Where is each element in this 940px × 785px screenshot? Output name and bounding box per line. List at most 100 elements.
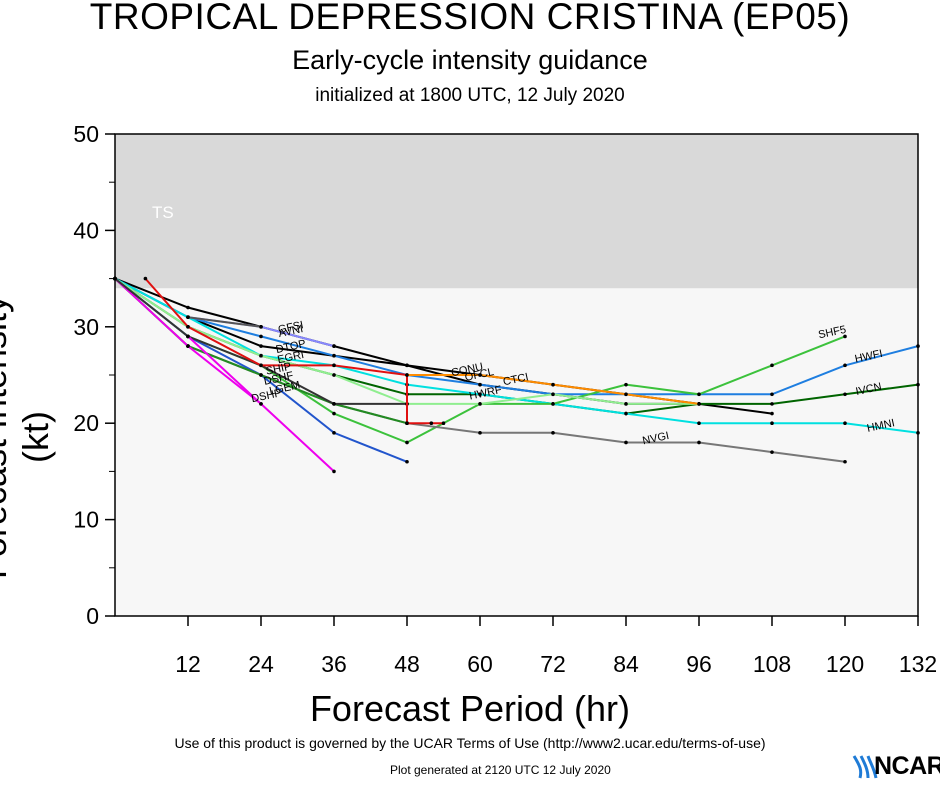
series-point-shf5 (332, 411, 336, 416)
series-point-nvgi (478, 431, 482, 435)
x-tick-label: 96 (686, 651, 712, 677)
series-line-gfsi (187, 316, 262, 328)
series-point-hwrf (259, 353, 263, 358)
series-point-nvgi (843, 459, 847, 464)
ncar-logo-mark (852, 755, 878, 779)
x-tick-label: 72 (540, 651, 566, 677)
y-axis-label: Forecast Intensity (kt) (0, 294, 56, 580)
series-label-ship: SHIP (265, 361, 293, 378)
y-tick-label: 10 (73, 507, 99, 533)
series-point-hwfi (478, 382, 482, 387)
x-tick-label: 36 (321, 651, 347, 677)
series-point-hwrf (332, 373, 336, 377)
series-point-egri (441, 421, 446, 426)
series-point-nvgi (551, 431, 555, 435)
x-tick-label: 84 (613, 651, 639, 677)
series-point-egri (332, 363, 336, 368)
x-tick-label: 24 (248, 651, 274, 677)
y-tick-label: 50 (73, 121, 99, 147)
series-point-hwfi (259, 334, 263, 339)
series-point-hwfi (843, 363, 847, 368)
series-point-egri (429, 421, 434, 426)
series-point-avni (332, 344, 336, 348)
series-label-ivcn: IVCN (855, 381, 883, 398)
x-tick-label: 108 (753, 651, 791, 677)
series-point-lgem (405, 459, 409, 464)
chart-initialized: initialized at 1800 UTC, 12 July 2020 (315, 85, 625, 106)
y-tick-label: 40 (73, 217, 99, 243)
series-point-hwrf (551, 392, 555, 397)
series-label-avni: AVNI (277, 323, 304, 340)
series-point-ctci (551, 382, 555, 387)
series-point-hwfi (332, 353, 336, 358)
series-point-hmni (697, 421, 701, 426)
series-point-shf5 (405, 440, 409, 445)
ts-band (115, 134, 918, 289)
series-point-hwrf (624, 402, 628, 406)
series-point-ctci (405, 373, 409, 377)
series-point-hwfi (770, 392, 774, 397)
ncar-logo: NCAR (848, 752, 940, 780)
series-line-egri (144, 277, 444, 425)
series-point-ctci (624, 392, 628, 397)
x-tick-label: 12 (175, 651, 201, 677)
terms-of-use: Use of this product is governed by the U… (174, 735, 766, 751)
series-point-ctci (478, 373, 482, 377)
series-label-gfsi: GFSI (277, 319, 305, 336)
generated-timestamp: Plot generated at 2120 UTC 12 July 2020 (390, 763, 611, 777)
series-point-dtop (332, 402, 336, 406)
series-point-nvgi (624, 440, 628, 445)
series-point-lgem (332, 431, 336, 435)
x-tick-label: 132 (899, 651, 937, 677)
x-tick-label: 120 (826, 651, 864, 677)
series-point-ivcn (843, 392, 847, 397)
series-point-shf5 (843, 334, 847, 339)
series-point-shf5 (624, 382, 628, 387)
y-tick-label: 20 (73, 410, 99, 436)
series-point-ctci (697, 402, 701, 406)
series-point-egri (143, 276, 148, 281)
series-point-egri (405, 421, 409, 426)
series-label-ofcl: OFCL (464, 366, 495, 384)
x-tick-label: 48 (394, 651, 420, 677)
x-axis-label: Forecast Period (hr) (309, 688, 631, 729)
series-point-ivcn (770, 402, 774, 406)
series-point-hmni (770, 421, 774, 426)
series-point-dshf (259, 402, 263, 406)
series-point-ofcl (186, 305, 190, 310)
series-point-nvgi (697, 440, 701, 445)
series-point-shf5 (770, 363, 774, 368)
y-tick-label: 30 (73, 314, 99, 340)
series-line-hwfi (114, 277, 919, 396)
series-point-dshf (332, 469, 336, 474)
series-point-hwrf (478, 402, 482, 406)
ts-band-label: TS (152, 203, 174, 222)
series-point-gfsi (186, 315, 190, 319)
series-point-hmni (478, 392, 482, 397)
chart-subtitle: Early-cycle intensity guidance (292, 45, 648, 75)
series-point-conu (259, 344, 263, 348)
series-label-egri: EGRI (276, 349, 305, 366)
ncar-logo-text: NCAR (874, 752, 940, 780)
series-point-nvgi (770, 450, 774, 454)
series-label-hmni: HMNI (866, 417, 896, 435)
series-point-shf5 (551, 402, 555, 406)
series-label-nvgi: NVGI (641, 430, 670, 447)
series-layer (113, 276, 920, 474)
series-point-egri (259, 363, 263, 368)
y-axis: 0 10 20 30 40 50 (73, 121, 115, 629)
series-label-ctci: CTCI (502, 371, 530, 388)
x-axis: 12 24 36 48 60 72 84 96 108 120 132 (175, 616, 937, 677)
series-point-ofcl (770, 411, 774, 416)
series-point-gfsi (259, 325, 263, 329)
series-point-egri (186, 325, 190, 329)
series-point-conu (405, 363, 409, 368)
series-point-hmni (843, 421, 847, 426)
series-label-shf5: SHF5 (817, 324, 847, 342)
series-point-dshp (186, 344, 190, 348)
series-label-layer: OFCLCONUHWFIIVCNHMNISHF5NVGIHWRFLGEMSHIP… (250, 319, 896, 447)
series-label-hwfi: HWFI (854, 348, 884, 366)
series-point-hmni (624, 411, 628, 416)
series-point-dshf (186, 334, 190, 339)
